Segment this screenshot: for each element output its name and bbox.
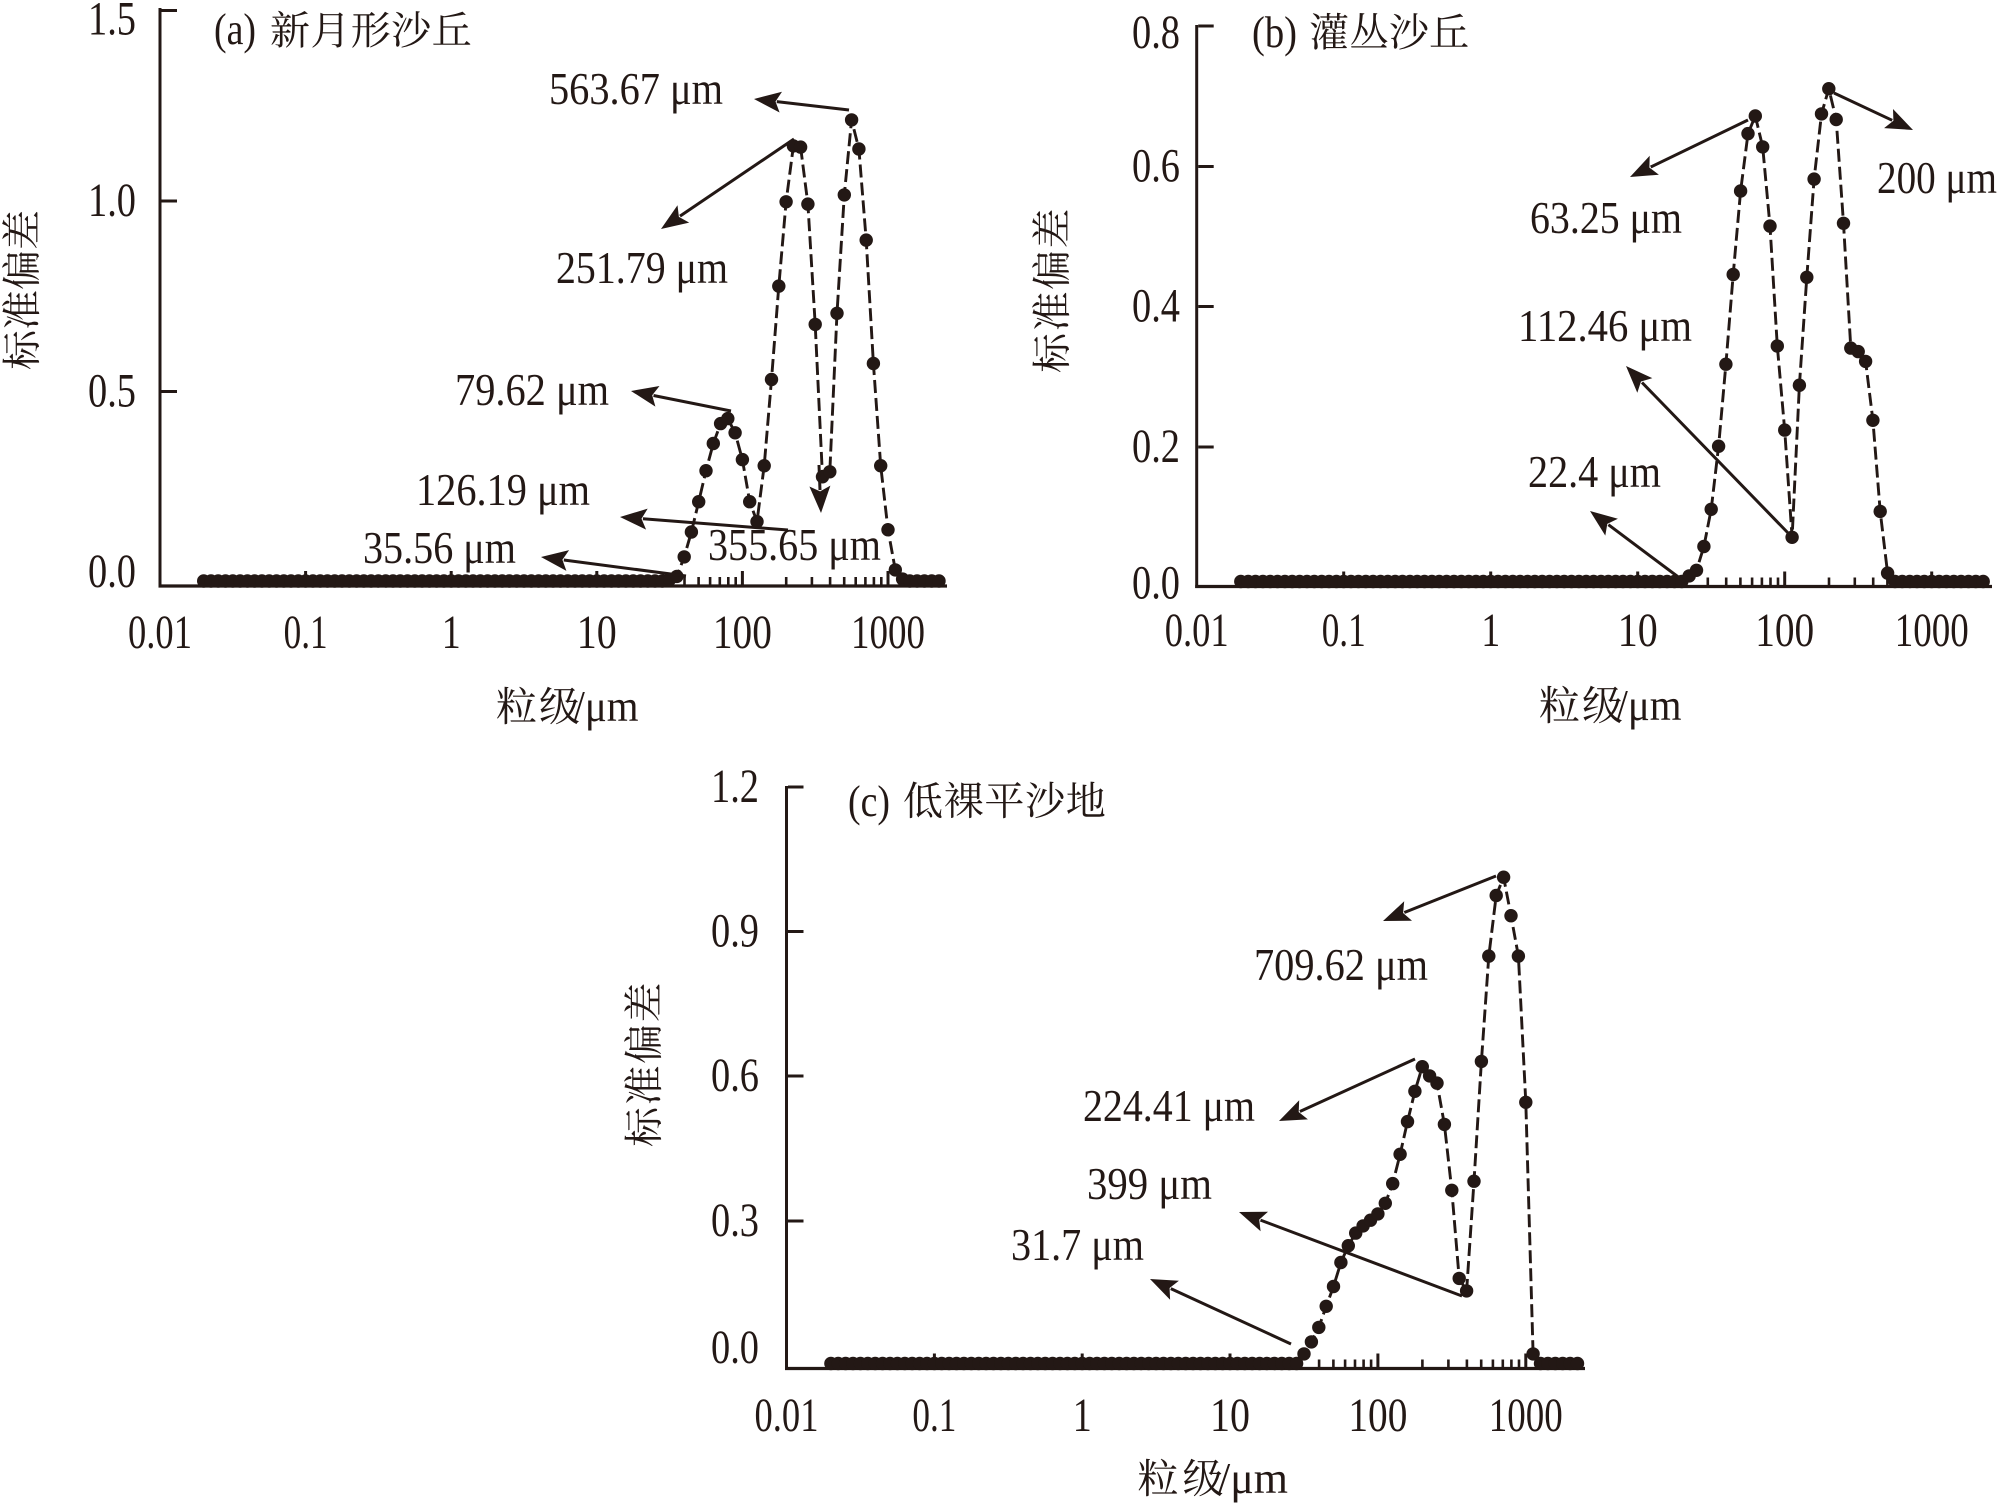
svg-text:1000: 1000	[851, 606, 925, 659]
svg-text:/μm: /μm	[1218, 1454, 1288, 1503]
svg-text:0.01: 0.01	[128, 606, 192, 659]
svg-text:0.9: 0.9	[711, 905, 759, 958]
svg-text:0.01: 0.01	[1165, 604, 1229, 657]
svg-text:709.62 μm: 709.62 μm	[1254, 939, 1428, 990]
svg-text:(a): (a)	[214, 5, 256, 54]
svg-text:10: 10	[1210, 1389, 1250, 1442]
svg-text:0.8: 0.8	[1132, 6, 1180, 59]
svg-text:(c): (c)	[848, 777, 890, 826]
svg-text:0.0: 0.0	[711, 1321, 759, 1374]
svg-text:1: 1	[1481, 604, 1500, 657]
svg-text:0.0: 0.0	[88, 545, 136, 598]
svg-text:563.67 μm: 563.67 μm	[549, 63, 723, 114]
svg-text:22.4 μm: 22.4 μm	[1528, 446, 1661, 497]
svg-text:/μm: /μm	[1617, 681, 1682, 730]
svg-text:1.2: 1.2	[711, 760, 759, 813]
svg-text:10: 10	[1618, 604, 1658, 657]
svg-text:200 μm: 200 μm	[1877, 152, 1997, 203]
svg-text:0.0: 0.0	[1132, 557, 1180, 610]
svg-text:/μm: /μm	[574, 682, 639, 731]
svg-text:0.1: 0.1	[1322, 604, 1366, 657]
svg-text:1000: 1000	[1895, 604, 1969, 657]
svg-text:63.25 μm: 63.25 μm	[1530, 192, 1682, 243]
svg-text:1.0: 1.0	[88, 174, 136, 227]
svg-text:0.5: 0.5	[88, 365, 136, 418]
svg-text:0.1: 0.1	[912, 1389, 956, 1442]
svg-text:1000: 1000	[1489, 1389, 1563, 1442]
svg-text:399 μm: 399 μm	[1087, 1158, 1212, 1209]
svg-text:31.7 μm: 31.7 μm	[1011, 1219, 1144, 1270]
svg-text:10: 10	[577, 606, 617, 659]
svg-text:0.1: 0.1	[284, 606, 328, 659]
svg-text:0.6: 0.6	[1132, 140, 1180, 193]
svg-text:100: 100	[713, 606, 772, 659]
svg-text:126.19 μm: 126.19 μm	[416, 464, 590, 515]
svg-text:0.6: 0.6	[711, 1049, 759, 1102]
svg-text:100: 100	[1755, 604, 1814, 657]
svg-text:35.56 μm: 35.56 μm	[363, 522, 516, 573]
svg-text:112.46 μm: 112.46 μm	[1518, 300, 1692, 351]
svg-text:0.01: 0.01	[755, 1389, 819, 1442]
svg-text:0.4: 0.4	[1132, 280, 1180, 333]
svg-text:251.79 μm: 251.79 μm	[556, 242, 728, 293]
svg-text:1: 1	[1073, 1389, 1092, 1442]
svg-text:79.62 μm: 79.62 μm	[455, 364, 609, 415]
svg-text:224.41 μm: 224.41 μm	[1083, 1080, 1255, 1131]
svg-text:1.5: 1.5	[88, 0, 136, 46]
svg-text:1: 1	[442, 606, 461, 659]
svg-text:355.65 μm: 355.65 μm	[708, 519, 881, 570]
svg-text:(b): (b)	[1252, 8, 1297, 57]
svg-text:100: 100	[1348, 1389, 1407, 1442]
svg-text:0.3: 0.3	[711, 1194, 759, 1247]
svg-text:0.2: 0.2	[1132, 420, 1180, 473]
